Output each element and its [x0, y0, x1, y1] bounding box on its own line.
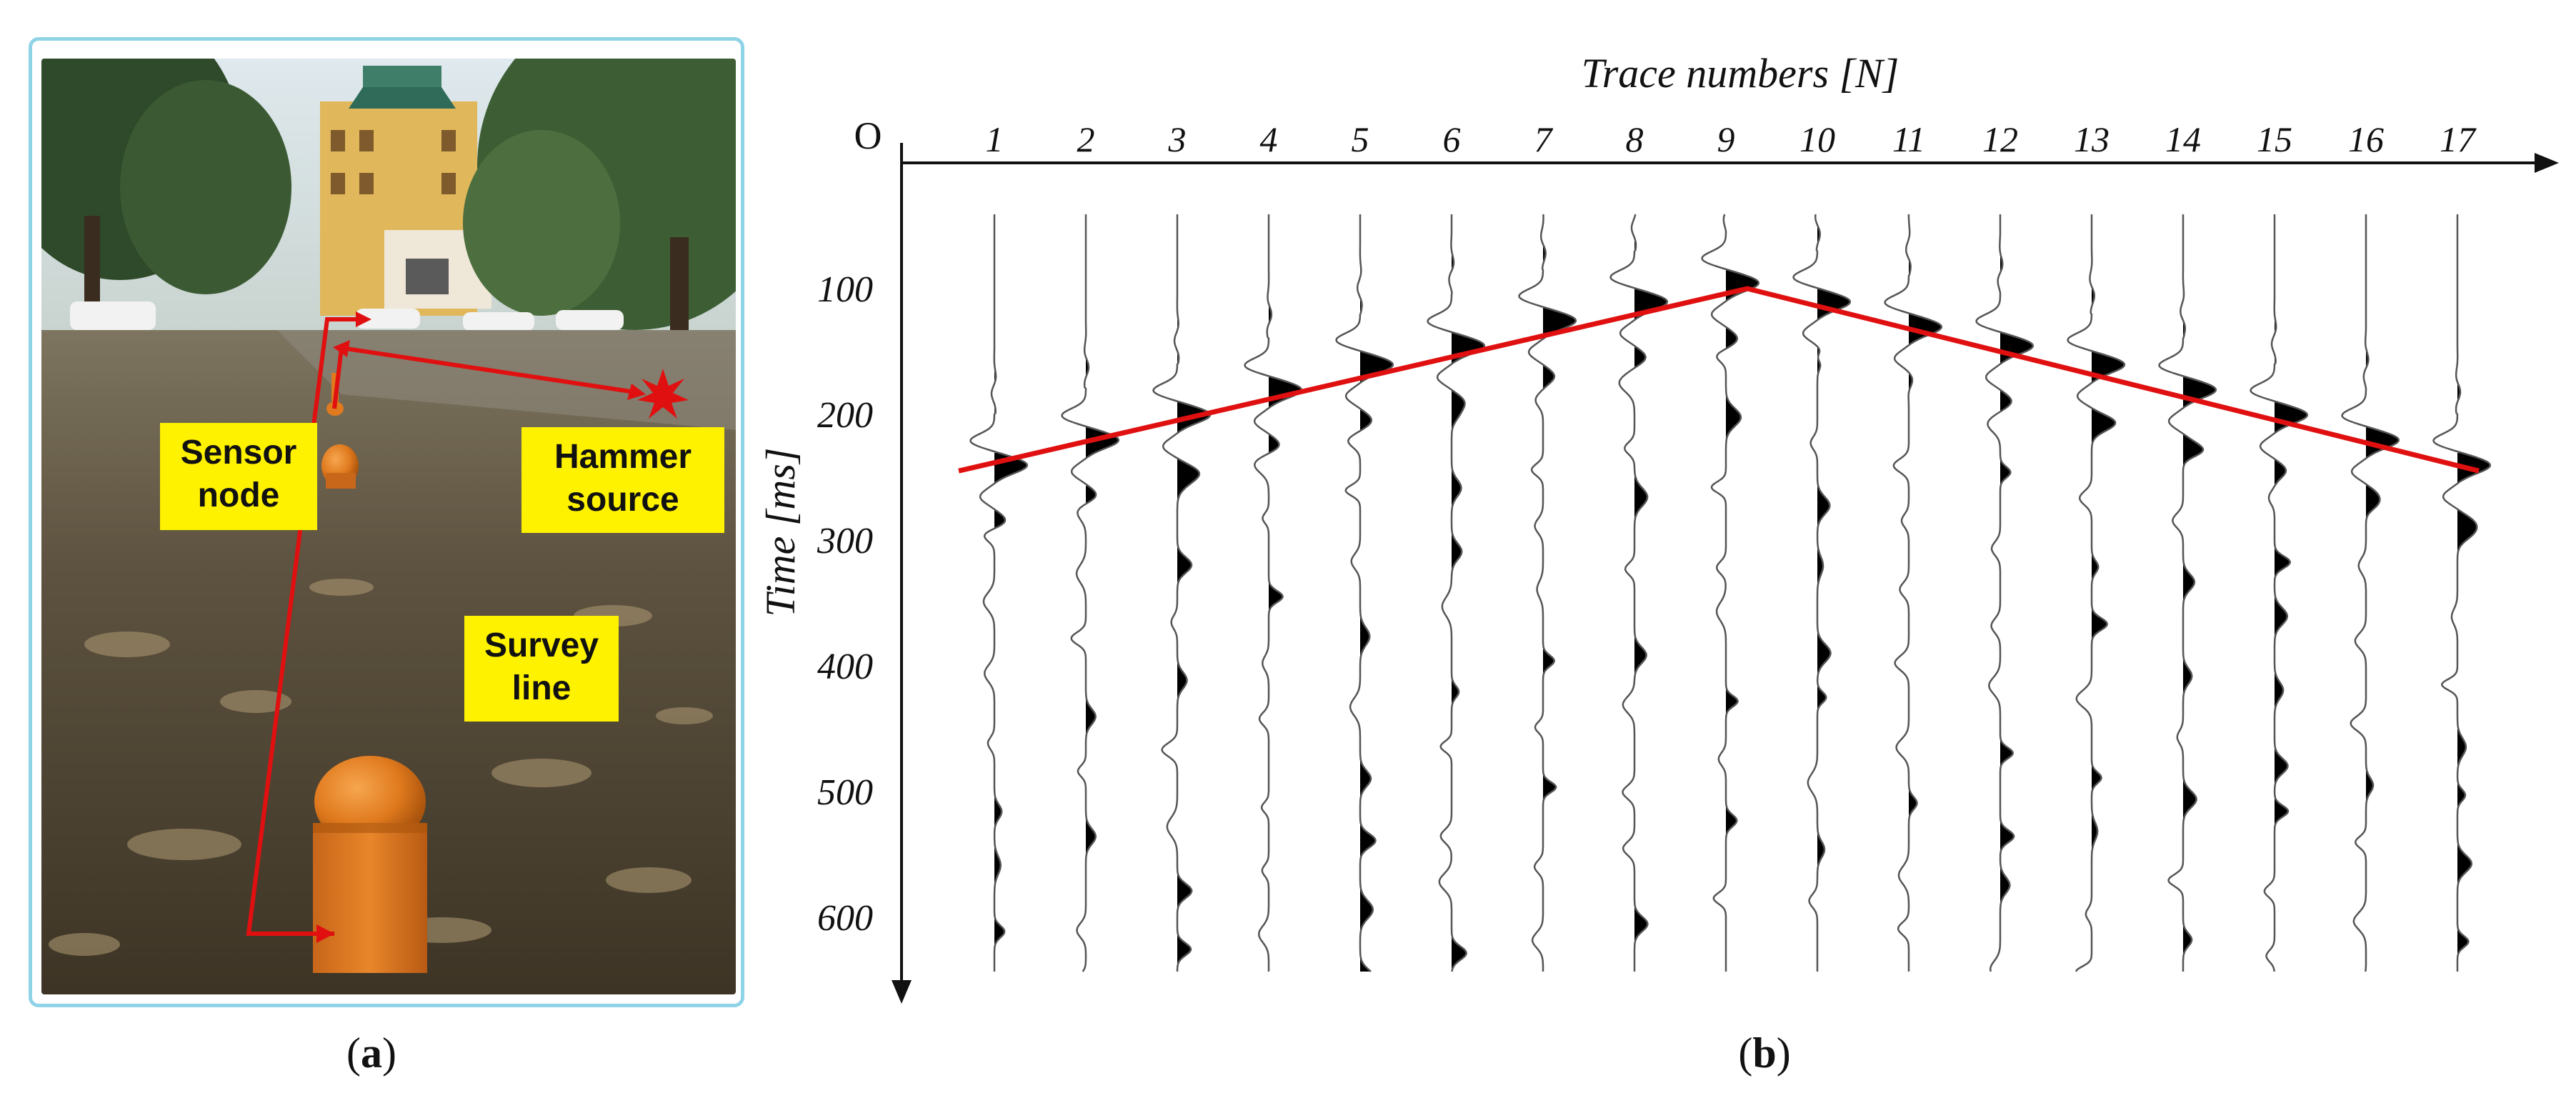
time-tick-500: 500 [817, 772, 873, 813]
survey-line-label-line2: line [511, 669, 571, 707]
trace-number-2: 2 [1077, 119, 1095, 159]
field-photo: Sensor node Hammer source Survey line [41, 59, 736, 994]
trace-wiggle [1244, 214, 1303, 972]
trace-11 [1884, 214, 1943, 972]
trace-fill [2366, 350, 2399, 803]
trace-fill [1817, 226, 1850, 870]
hammer-source-label-line1: Hammer [554, 438, 692, 476]
trace-17 [2432, 214, 2492, 972]
trace-wiggle [2250, 214, 2309, 972]
trace-number-6: 6 [1443, 119, 1461, 159]
trace-13 [2067, 214, 2126, 972]
trace-12 [1975, 214, 2035, 972]
trace-fill [2183, 287, 2216, 957]
trace-number-labels: 1 2 3 4 5 6 7 8 9 10 11 12 13 14 15 16 17 [986, 119, 2477, 159]
trace-5 [1335, 214, 1394, 972]
survey-line-label-line1: Survey [484, 627, 599, 664]
trace-number-11: 11 [1892, 119, 1925, 159]
trace-2 [1061, 214, 1120, 972]
first-arrival-pick-line [958, 286, 2480, 474]
trace-wiggle [1518, 214, 1577, 972]
survey-line-label: Survey line [464, 616, 619, 722]
sensor-node-label-line2: node [197, 476, 280, 514]
seismogram-axes [892, 143, 2559, 1004]
trace-wiggle [1884, 214, 1943, 972]
trace-wiggle [2432, 214, 2492, 972]
trace-fill [2092, 289, 2125, 853]
origin-label: O [854, 114, 882, 157]
trace-number-1: 1 [986, 119, 1004, 159]
trace-number-4: 4 [1260, 119, 1278, 159]
trace-4 [1244, 214, 1303, 972]
trace-number-15: 15 [2257, 119, 2292, 159]
trace-wiggle [1335, 214, 1394, 972]
trace-fill [2000, 254, 2033, 906]
field-photo-illustration [41, 59, 736, 994]
trace-wiggle [2158, 214, 2217, 972]
trace-number-7: 7 [1534, 119, 1554, 159]
trace-wiggle [1427, 214, 1486, 972]
time-tick-400: 400 [817, 647, 873, 687]
trace-number-16: 16 [2348, 119, 2384, 159]
trace-wiggle [1975, 214, 2035, 972]
trace-fill [1269, 306, 1302, 613]
trace-wiggle [1061, 214, 1120, 972]
trace-number-13: 13 [2074, 119, 2110, 159]
trace-number-9: 9 [1717, 119, 1735, 159]
sensor-node-label-line1: Sensor [180, 434, 297, 471]
trace-16 [2341, 214, 2400, 972]
trace-1 [969, 214, 1029, 972]
trace-fill [1726, 270, 1759, 837]
y-axis-arrowhead [892, 980, 912, 1004]
time-tick-100: 100 [817, 269, 873, 310]
trace-fill [2275, 317, 2307, 827]
time-tick-300: 300 [817, 521, 873, 562]
trace-3 [1152, 214, 1212, 972]
trace-number-8: 8 [1626, 119, 1644, 159]
trace-number-17: 17 [2440, 119, 2477, 159]
trace-wiggle [1609, 214, 1669, 972]
x-axis-title: Trace numbers [N] [1582, 50, 1899, 96]
trace-wiggle [1701, 214, 1760, 972]
trace-wiggle [1152, 214, 1212, 972]
x-axis-arrowhead [2535, 153, 2559, 173]
trace-fill [1634, 214, 1667, 944]
caption-a-letter: a [361, 1029, 382, 1077]
time-tick-200: 200 [817, 395, 873, 436]
trace-number-5: 5 [1352, 119, 1369, 159]
y-axis-title: Time [ms] [757, 448, 804, 617]
trace-7 [1518, 214, 1577, 972]
caption-b-letter: b [1752, 1029, 1777, 1077]
hammer-source-label: Hammer source [521, 427, 724, 533]
sensor-node-label: Sensor node [160, 423, 317, 530]
trace-8 [1609, 214, 1669, 972]
trace-fill [2457, 383, 2490, 956]
trace-wiggle [2067, 214, 2126, 972]
trace-number-14: 14 [2165, 119, 2201, 159]
trace-number-12: 12 [1982, 119, 2018, 159]
trace-wiggle [969, 214, 1029, 972]
seismic-traces [969, 214, 2492, 972]
caption-b: (b) [1738, 1029, 1791, 1077]
trace-number-10: 10 [1799, 119, 1835, 159]
caption-a: (a) [346, 1029, 396, 1077]
trace-number-3: 3 [1168, 119, 1187, 159]
time-tick-labels: 100 200 300 400 500 600 [817, 269, 873, 939]
trace-fill [1360, 263, 1393, 972]
trace-wiggle [2341, 214, 2400, 972]
trace-fill [1177, 316, 1210, 966]
trace-10 [1792, 214, 1852, 972]
trace-fill [1543, 246, 1576, 802]
trace-14 [2158, 214, 2217, 972]
trace-15 [2250, 214, 2309, 972]
trace-wiggle [1792, 214, 1852, 972]
time-tick-600: 600 [817, 898, 873, 939]
trace-6 [1427, 214, 1486, 972]
trace-9 [1701, 214, 1760, 972]
hammer-source-label-line2: source [566, 481, 679, 519]
